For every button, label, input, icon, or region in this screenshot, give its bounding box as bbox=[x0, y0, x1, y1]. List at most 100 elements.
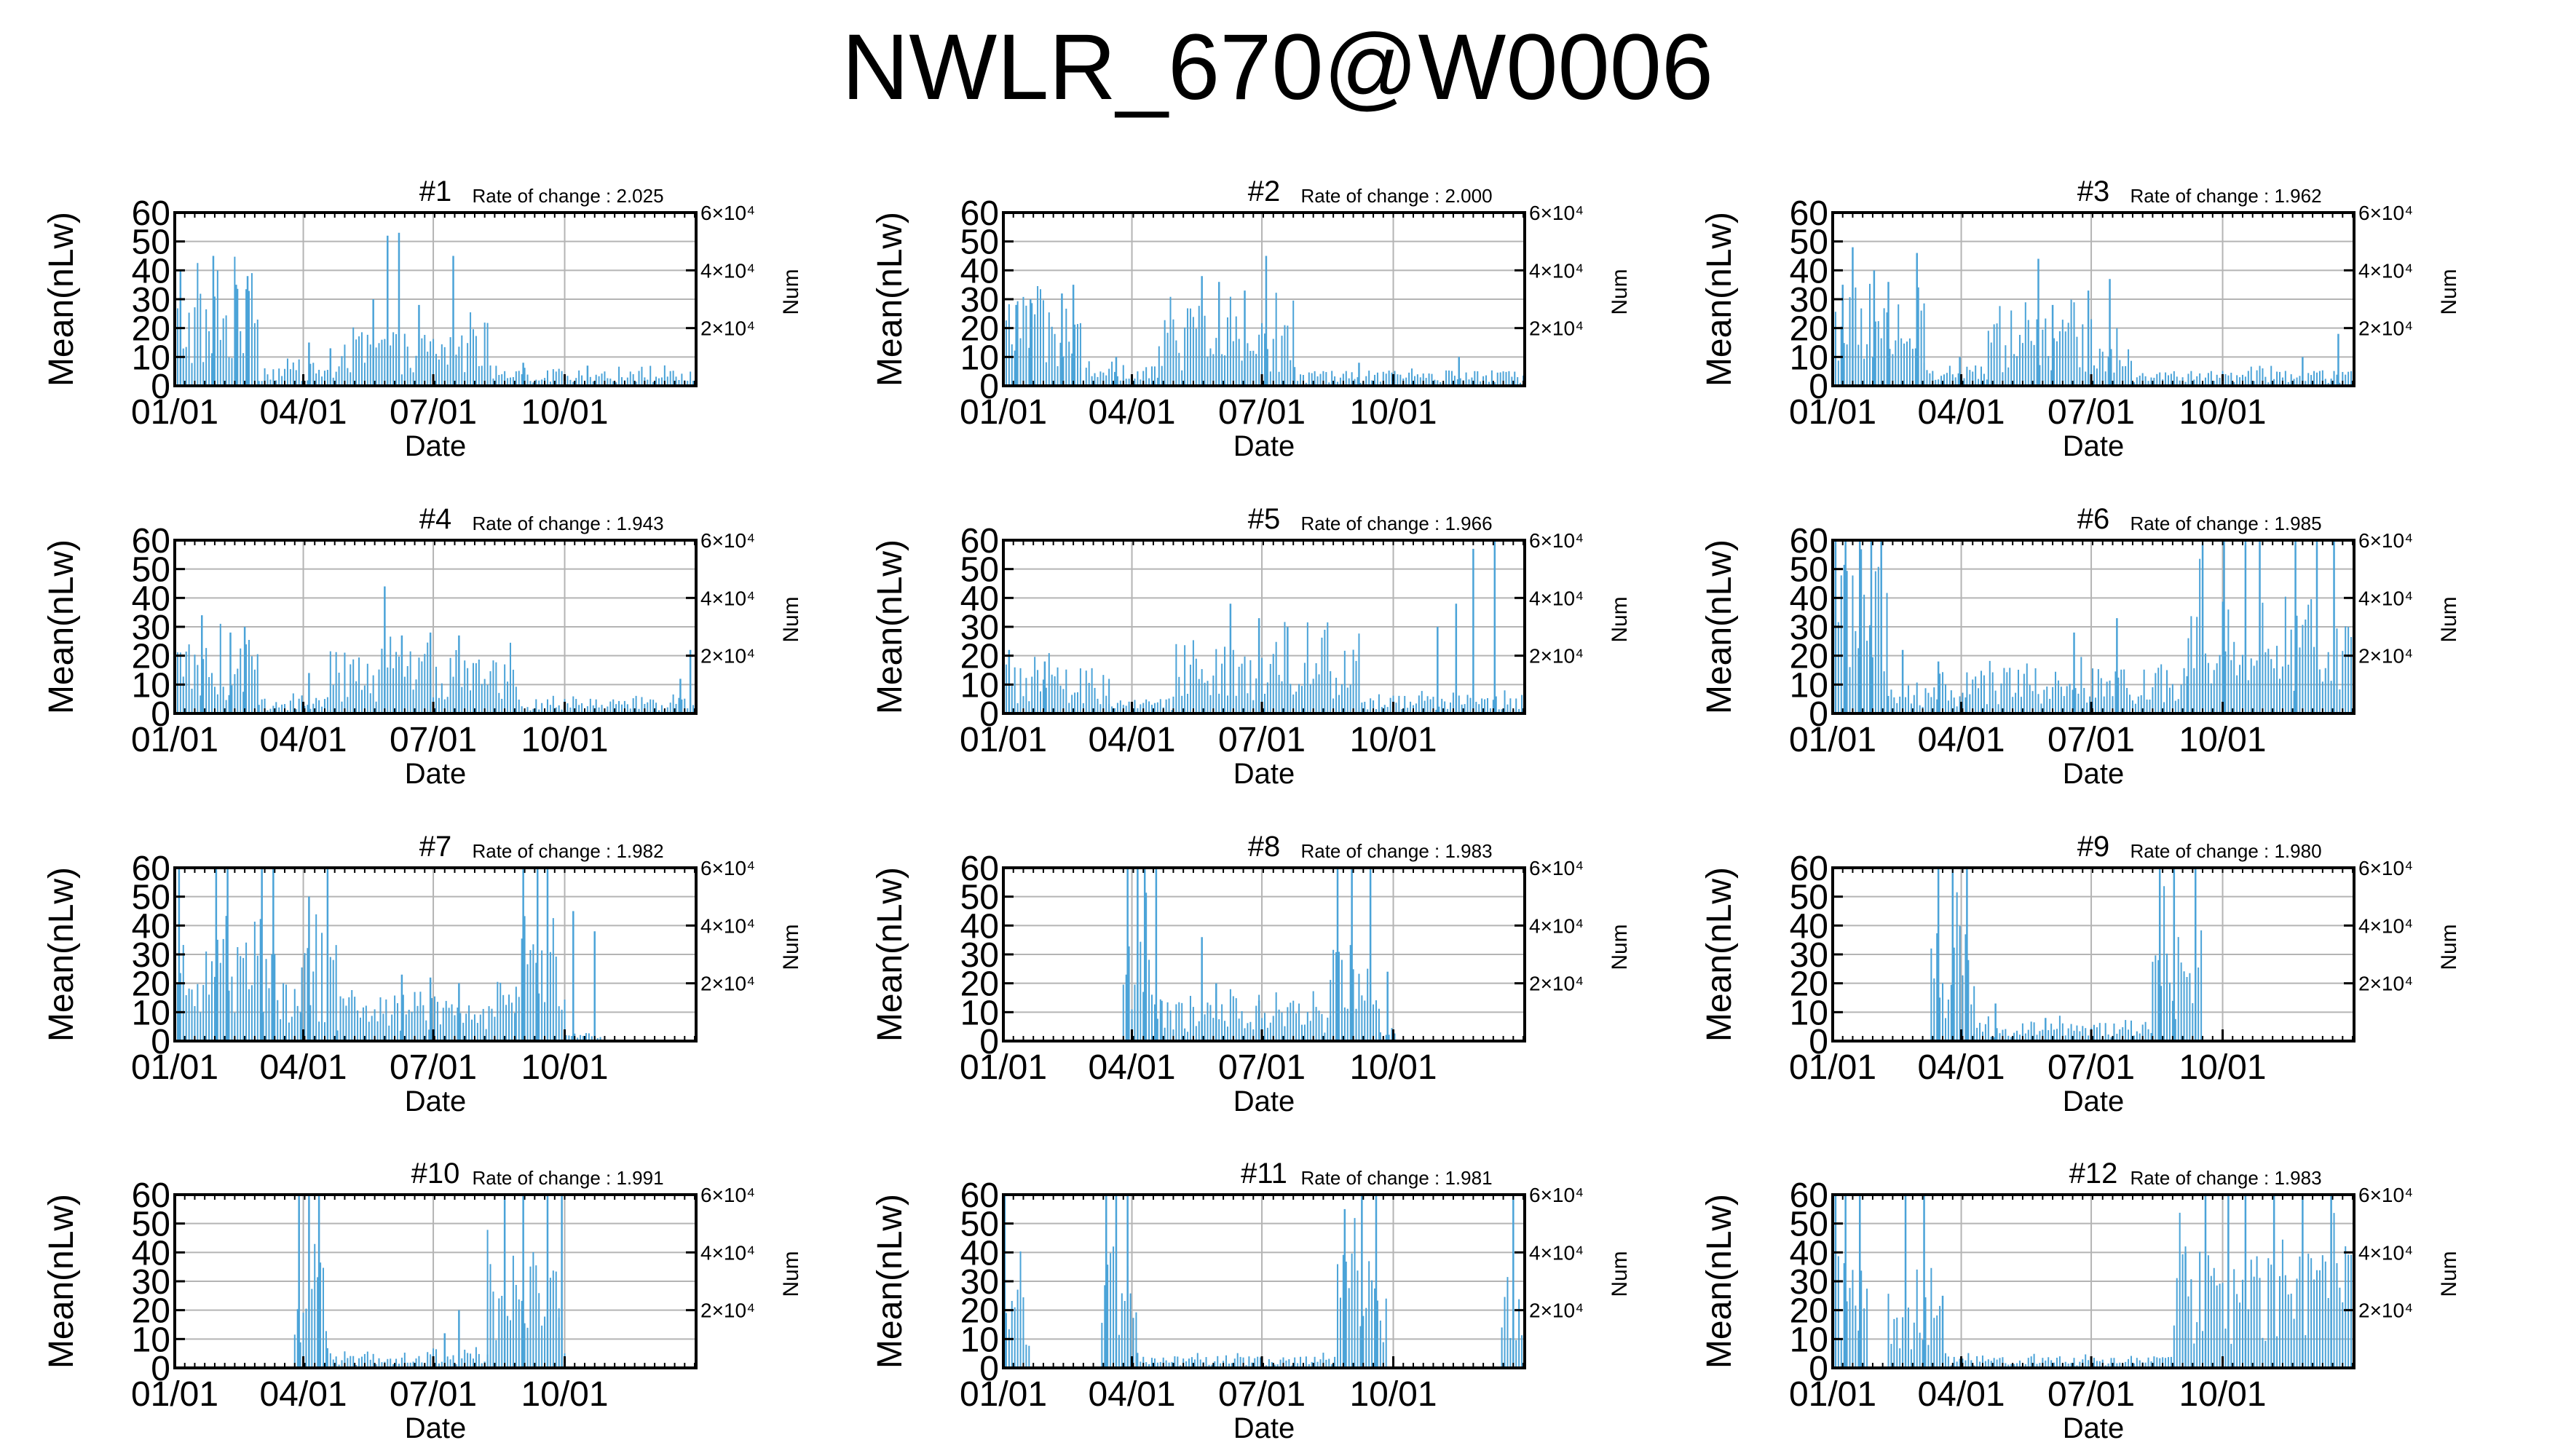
panel-3-x-tick-label: 07/01 bbox=[2047, 393, 2135, 432]
panel-11-y2-tick-label: 4×10⁴ bbox=[1529, 1241, 1584, 1264]
panel-8-y2-tick-label: 2×10⁴ bbox=[1529, 973, 1584, 995]
panel-4-y-axis-label: Mean(nLw) bbox=[42, 539, 81, 714]
panel-9-y-tick-label: 30 bbox=[1790, 936, 1828, 975]
panel-3-y-tick-label: 20 bbox=[1790, 310, 1828, 349]
panel-1-x-tick-label: 01/01 bbox=[131, 393, 218, 432]
panel-8-title: #8 bbox=[1248, 831, 1281, 863]
panel-3-title: #3 bbox=[2077, 175, 2110, 207]
panel-8-y-axis-label: Mean(nLw) bbox=[871, 867, 909, 1042]
panel-4-y-tick-label: 10 bbox=[132, 666, 170, 705]
panel-5-x-tick-label: 07/01 bbox=[1218, 721, 1306, 759]
panel-11-y2-tick-label: 6×10⁴ bbox=[1529, 1184, 1584, 1206]
panel-10-y-tick-label: 40 bbox=[132, 1234, 170, 1273]
panel-2-y-tick-label: 40 bbox=[960, 252, 999, 290]
panel-10-rate-annotation: Rate of change : 1.991 bbox=[472, 1167, 663, 1189]
panel-2-y-tick-label: 0 bbox=[979, 368, 999, 406]
panel-12-y2-tick-label: 4×10⁴ bbox=[2358, 1241, 2413, 1264]
panel-4-y-tick-label: 60 bbox=[132, 522, 170, 561]
panel-6-y-tick-label: 60 bbox=[1790, 522, 1828, 561]
panel-6-y2-axis-label: Num bbox=[2437, 596, 2461, 642]
panel-6-y2-tick-label: 6×10⁴ bbox=[2358, 529, 2413, 552]
panel-7-y2-tick-label: 2×10⁴ bbox=[700, 973, 755, 995]
panel-2-x-tick-label: 07/01 bbox=[1218, 393, 1306, 432]
panel-2-y-tick-label: 30 bbox=[960, 281, 999, 320]
panel-9-title: #9 bbox=[2077, 831, 2110, 863]
panel-4-title: #4 bbox=[419, 503, 452, 535]
panel-8-x-tick-label: 07/01 bbox=[1218, 1048, 1306, 1087]
panel-10-x-tick-label: 01/01 bbox=[131, 1375, 218, 1414]
panel-5-y2-axis-label: Num bbox=[1608, 596, 1632, 642]
panel-10-y2-tick-label: 6×10⁴ bbox=[700, 1184, 755, 1206]
panel-10-y-axis-label: Mean(nLw) bbox=[42, 1194, 81, 1369]
panel-8-y-tick-label: 40 bbox=[960, 907, 999, 946]
panel-9-y-tick-label: 60 bbox=[1790, 850, 1828, 888]
panel-5-y2-tick-label: 6×10⁴ bbox=[1529, 529, 1584, 552]
panel-8-y-tick-label: 50 bbox=[960, 879, 999, 917]
panel-12-y-tick-label: 0 bbox=[1809, 1350, 1828, 1388]
panel-9-y2-tick-label: 4×10⁴ bbox=[2358, 914, 2413, 937]
panel-6-x-tick-label: 04/01 bbox=[1917, 721, 2005, 759]
panel-6-x-tick-label: 10/01 bbox=[2179, 721, 2266, 759]
panel-2-y-tick-label: 10 bbox=[960, 339, 999, 377]
panel-2-y2-tick-label: 6×10⁴ bbox=[1529, 202, 1584, 224]
panel-11-y-axis-label: Mean(nLw) bbox=[871, 1194, 909, 1369]
panel-4-rate-annotation: Rate of change : 1.943 bbox=[472, 513, 663, 534]
panel-3-y2-axis-label: Num bbox=[2437, 269, 2461, 314]
panel-7-x-tick-label: 01/01 bbox=[131, 1048, 218, 1087]
panel-4-x-tick-label: 07/01 bbox=[390, 721, 477, 759]
panel-9-y-axis-label: Mean(nLw) bbox=[1700, 867, 1739, 1042]
panel-11-y-tick-label: 30 bbox=[960, 1263, 999, 1302]
panel-7-y-tick-label: 10 bbox=[132, 994, 170, 1032]
panel-1-y-tick-label: 40 bbox=[132, 252, 170, 290]
panel-3-y2-tick-label: 6×10⁴ bbox=[2358, 202, 2413, 224]
panel-6-y-tick-label: 20 bbox=[1790, 638, 1828, 676]
panel-11-y2-axis-label: Num bbox=[1608, 1251, 1632, 1297]
panel-5-y-tick-label: 50 bbox=[960, 551, 999, 590]
panel-3-x-tick-label: 04/01 bbox=[1917, 393, 2005, 432]
panel-7-x-axis-label: Date bbox=[405, 1085, 467, 1117]
panel-8-x-tick-label: 10/01 bbox=[1349, 1048, 1437, 1087]
panel-8-y-tick-label: 20 bbox=[960, 965, 999, 1004]
panel-6-y-axis-label: Mean(nLw) bbox=[1700, 539, 1739, 714]
panel-1-y2-tick-label: 2×10⁴ bbox=[700, 317, 755, 340]
panel-10-y-tick-label: 60 bbox=[132, 1176, 170, 1215]
panel-7-x-tick-label: 10/01 bbox=[521, 1048, 608, 1087]
panel-12-y2-tick-label: 6×10⁴ bbox=[2358, 1184, 2413, 1206]
panel-10-y-tick-label: 20 bbox=[132, 1292, 170, 1331]
panel-7-x-tick-label: 04/01 bbox=[259, 1048, 347, 1087]
panel-10-x-tick-label: 04/01 bbox=[259, 1375, 347, 1414]
panel-4-x-tick-label: 04/01 bbox=[259, 721, 347, 759]
panel-3-y2-tick-label: 2×10⁴ bbox=[2358, 317, 2413, 340]
panel-1-y-tick-label: 0 bbox=[151, 368, 170, 406]
panel-4-y-tick-label: 0 bbox=[151, 695, 170, 734]
panel-2-title: #2 bbox=[1248, 175, 1281, 207]
panel-4-y2-tick-label: 2×10⁴ bbox=[700, 645, 755, 668]
panel-12-y-tick-label: 60 bbox=[1790, 1176, 1828, 1215]
panel-5-y-tick-label: 10 bbox=[960, 666, 999, 705]
panel-11-x-tick-label: 01/01 bbox=[960, 1375, 1047, 1414]
panel-7-rate-annotation: Rate of change : 1.982 bbox=[472, 840, 663, 862]
panel-10-y-tick-label: 10 bbox=[132, 1321, 170, 1359]
panel-11-y2-tick-label: 2×10⁴ bbox=[1529, 1299, 1584, 1322]
panel-1-title: #1 bbox=[419, 175, 452, 207]
panel-10-y-tick-label: 0 bbox=[151, 1350, 170, 1388]
panel-1-y-tick-label: 30 bbox=[132, 281, 170, 320]
panel-12-y2-tick-label: 2×10⁴ bbox=[2358, 1299, 2413, 1322]
panel-9-x-tick-label: 10/01 bbox=[2179, 1048, 2266, 1087]
panel-2-x-tick-label: 01/01 bbox=[960, 393, 1047, 432]
panel-7-y-tick-label: 50 bbox=[132, 879, 170, 917]
panel-7-y-tick-label: 0 bbox=[151, 1023, 170, 1061]
page-title: NWLR_670@W0006 bbox=[841, 15, 1714, 119]
panel-3-x-axis-label: Date bbox=[2063, 430, 2125, 462]
panel-3-y-tick-label: 10 bbox=[1790, 339, 1828, 377]
panel-5-x-axis-label: Date bbox=[1233, 758, 1295, 790]
panel-2-y2-axis-label: Num bbox=[1608, 269, 1632, 314]
panel-10-y-tick-label: 30 bbox=[132, 1263, 170, 1302]
panel-8-y-tick-label: 0 bbox=[979, 1023, 999, 1061]
panel-4-y2-tick-label: 4×10⁴ bbox=[700, 587, 755, 609]
panel-8-x-axis-label: Date bbox=[1233, 1085, 1295, 1117]
panel-4-x-axis-label: Date bbox=[405, 758, 467, 790]
panel-2-y-axis-label: Mean(nLw) bbox=[871, 212, 909, 387]
panel-4-x-tick-label: 10/01 bbox=[521, 721, 608, 759]
panel-8-y-tick-label: 30 bbox=[960, 936, 999, 975]
